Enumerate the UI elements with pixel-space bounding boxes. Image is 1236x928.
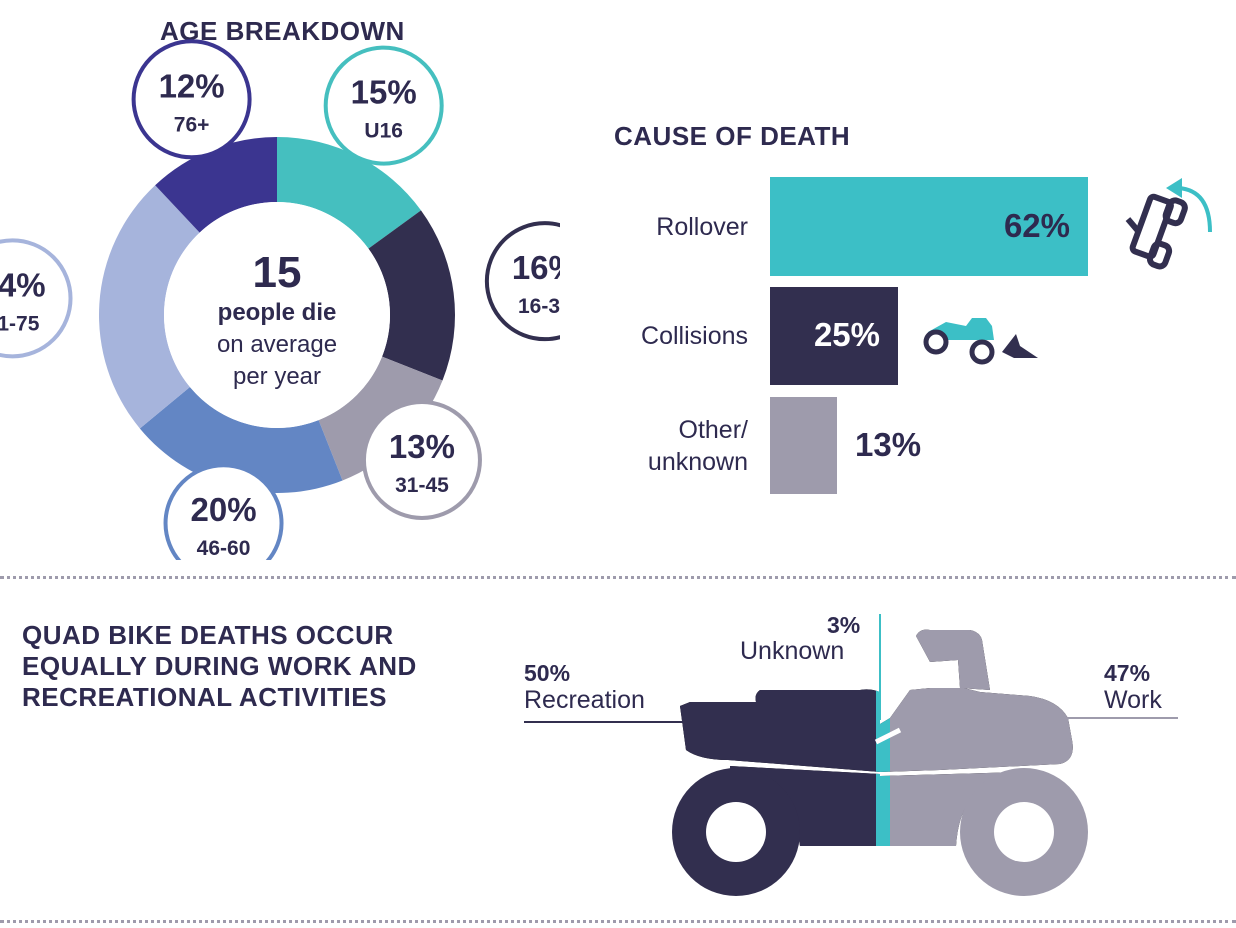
- center-line-3: per year: [233, 363, 321, 390]
- quad-bike-icon: [524, 614, 1178, 896]
- center-line-2: on average: [217, 331, 337, 358]
- age-badge-76+: [131, 39, 252, 160]
- unknown-label: Unknown: [740, 637, 845, 665]
- work-label: Work: [1104, 686, 1162, 714]
- age-badge-pct: 24%: [0, 266, 46, 303]
- cause-category-label: Other/unknown: [647, 415, 748, 476]
- recreation-label: Recreation: [524, 686, 645, 714]
- center-bold-line: people die: [218, 299, 337, 326]
- age-badge-pct: 16%: [512, 249, 560, 286]
- age-badge-16-30: [484, 221, 560, 342]
- quad-rollover-icon: [1125, 178, 1212, 270]
- age-badge-range: 61-75: [0, 312, 40, 335]
- donut-slice-U16: [277, 137, 422, 249]
- donut-slice-46-60: [139, 387, 343, 493]
- cause-value-label: 62%: [1003, 206, 1070, 244]
- donut-center: [164, 202, 390, 428]
- center-number: 15: [253, 248, 302, 297]
- age-badge-61-75: [0, 238, 73, 359]
- dotted-divider-top: [0, 576, 1236, 579]
- dotted-divider-bottom: [0, 920, 1236, 923]
- quad-collision-icon: [923, 318, 1038, 365]
- cause-bar: [770, 397, 837, 494]
- age-badge-range: U16: [364, 120, 403, 143]
- age-badge-pct: 15%: [351, 74, 417, 111]
- work-pct: 47%: [1104, 660, 1151, 686]
- age-donut-chart: 15 people die on average per year 15% U16…: [0, 39, 560, 560]
- recreation-pct: 50%: [524, 660, 571, 686]
- work-recreation-title: QUAD BIKE DEATHS OCCUR EQUALLY DURING WO…: [22, 620, 417, 712]
- cause-bar: [770, 287, 898, 385]
- age-badge-pct: 13%: [389, 428, 455, 465]
- age-badge-range: 31-45: [395, 474, 449, 497]
- cause-value-label: 13%: [855, 425, 922, 463]
- unknown-pct: 3%: [827, 612, 861, 638]
- age-badge-range: 76+: [174, 113, 210, 136]
- cause-category-label: Collisions: [641, 322, 748, 350]
- age-badge-pct: 20%: [191, 491, 257, 528]
- age-badge-46-60: [163, 463, 284, 560]
- age-badge-range: 46-60: [197, 537, 251, 560]
- age-badge-pct: 12%: [159, 67, 225, 104]
- donut-slice-61-75: [99, 185, 200, 429]
- age-badge-31-45: [361, 399, 482, 520]
- cause-value-label: 25%: [813, 316, 880, 353]
- donut-slice-16-30: [368, 210, 456, 381]
- age-badge-range: 16-30: [518, 295, 560, 318]
- age-badge-U16: [323, 45, 444, 166]
- cause-bar: [770, 177, 1088, 276]
- cause-of-death-title: CAUSE OF DEATH: [614, 121, 851, 151]
- cause-category-label: Rollover: [656, 212, 748, 241]
- donut-slice-76+: [155, 137, 277, 233]
